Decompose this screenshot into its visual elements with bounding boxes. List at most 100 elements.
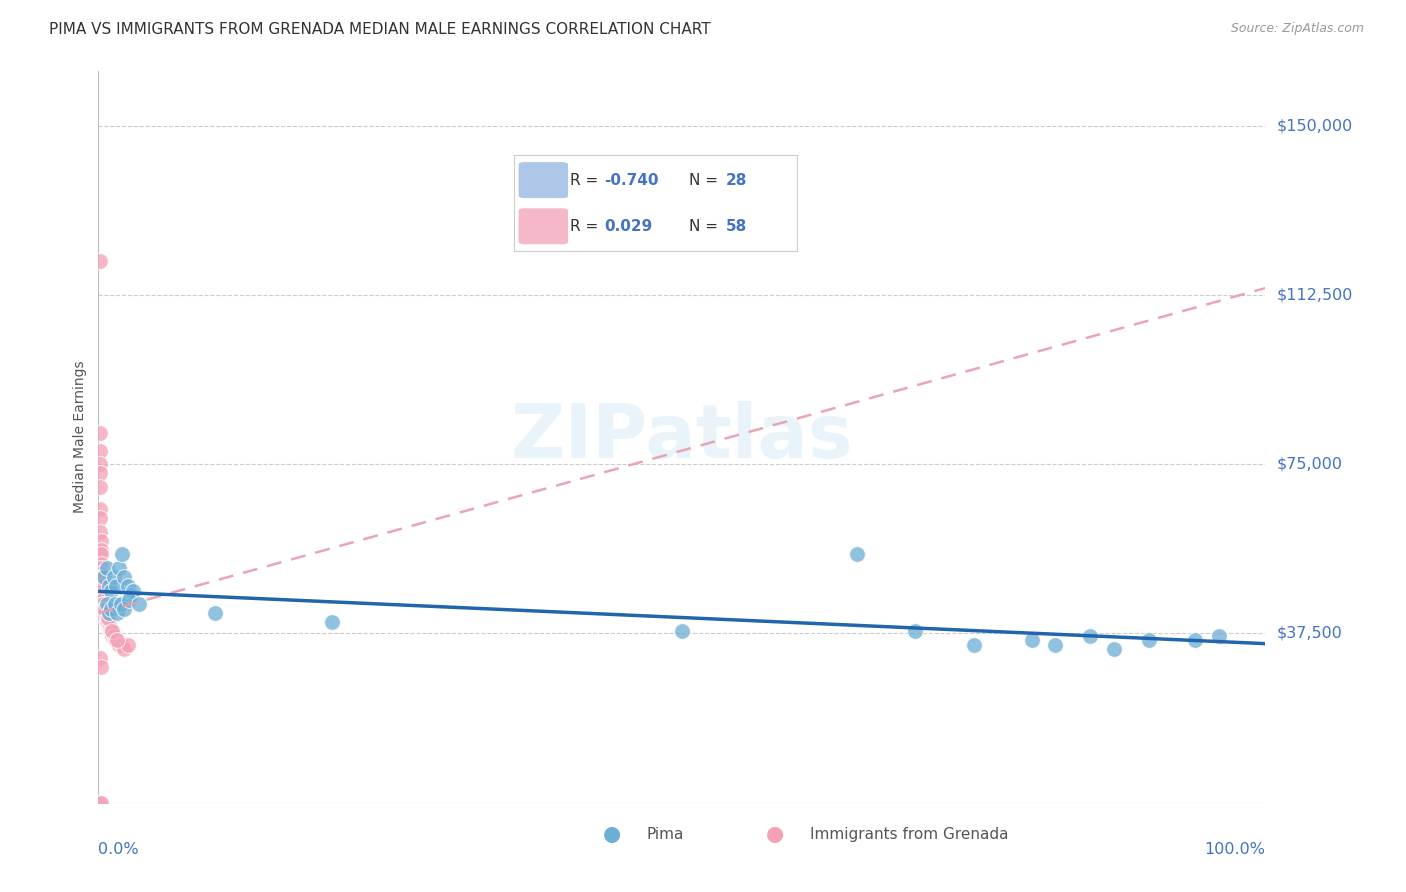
Point <box>89 443 111 458</box>
Point <box>103 629 125 643</box>
Point <box>91 597 114 611</box>
Point <box>100 583 122 598</box>
Text: $112,500: $112,500 <box>1277 287 1353 302</box>
Point <box>118 592 141 607</box>
Point <box>90 579 112 593</box>
Text: R =: R = <box>571 219 603 234</box>
Point <box>89 502 111 516</box>
Point <box>90 543 112 558</box>
Point <box>96 597 118 611</box>
Text: Source: ZipAtlas.com: Source: ZipAtlas.com <box>1230 22 1364 36</box>
Point <box>89 254 111 268</box>
Point <box>101 624 124 639</box>
Point <box>111 548 134 562</box>
Point <box>90 561 112 575</box>
Text: N =: N = <box>689 219 723 234</box>
Point <box>1021 633 1043 648</box>
Point <box>93 606 115 620</box>
Point <box>89 511 111 525</box>
Point <box>122 583 145 598</box>
Point <box>91 592 114 607</box>
Point <box>100 601 122 615</box>
Point <box>98 624 121 639</box>
Point <box>117 579 139 593</box>
Point <box>93 570 115 584</box>
Point <box>89 425 111 440</box>
Point <box>94 601 117 615</box>
Point <box>94 610 117 624</box>
Point <box>112 570 135 584</box>
Point <box>90 570 112 584</box>
Point <box>104 597 127 611</box>
Point <box>120 588 142 602</box>
Point <box>97 610 120 624</box>
Point <box>90 660 112 674</box>
Point <box>90 533 112 548</box>
Point <box>93 606 115 620</box>
Point <box>204 606 226 620</box>
Point <box>91 601 114 615</box>
Point <box>89 457 111 471</box>
Point <box>91 597 114 611</box>
Point <box>1102 642 1125 657</box>
Point <box>105 606 128 620</box>
Point <box>90 796 112 810</box>
Point <box>90 570 112 584</box>
Point <box>103 570 125 584</box>
Text: $75,000: $75,000 <box>1277 457 1343 472</box>
Point <box>117 638 139 652</box>
Point <box>1184 633 1206 648</box>
Point <box>904 624 927 639</box>
Text: ●: ● <box>603 824 620 844</box>
Point <box>90 588 112 602</box>
Point <box>104 633 127 648</box>
Text: 28: 28 <box>725 173 748 187</box>
Y-axis label: Median Male Earnings: Median Male Earnings <box>73 360 87 514</box>
Point <box>98 620 121 634</box>
Point <box>96 615 118 630</box>
Point <box>1208 629 1230 643</box>
Text: R =: R = <box>571 173 603 187</box>
Point <box>90 583 112 598</box>
Point <box>111 638 134 652</box>
Point <box>89 796 111 810</box>
Point <box>1137 633 1160 648</box>
FancyBboxPatch shape <box>519 209 568 244</box>
Point <box>89 524 111 539</box>
Point <box>112 642 135 657</box>
Point <box>90 570 112 584</box>
Point <box>105 633 128 648</box>
Point <box>90 566 112 580</box>
Text: PIMA VS IMMIGRANTS FROM GRENADA MEDIAN MALE EARNINGS CORRELATION CHART: PIMA VS IMMIGRANTS FROM GRENADA MEDIAN M… <box>49 22 711 37</box>
Point <box>112 601 135 615</box>
Text: 0.0%: 0.0% <box>98 842 139 856</box>
Point <box>104 579 127 593</box>
Point <box>321 615 343 630</box>
Point <box>104 633 127 648</box>
Text: $150,000: $150,000 <box>1277 118 1353 133</box>
Point <box>96 561 118 575</box>
Point <box>90 592 112 607</box>
Point <box>110 597 132 611</box>
Point <box>90 588 112 602</box>
Point <box>93 601 115 615</box>
Text: Pima: Pima <box>647 827 685 841</box>
Point <box>94 606 117 620</box>
Text: ZIPatlas: ZIPatlas <box>510 401 853 474</box>
Point <box>97 606 120 620</box>
Text: ●: ● <box>766 824 785 844</box>
Text: Immigrants from Grenada: Immigrants from Grenada <box>810 827 1008 841</box>
Point <box>97 579 120 593</box>
Text: 0.029: 0.029 <box>605 219 652 234</box>
Point <box>1080 629 1102 643</box>
Text: -0.740: -0.740 <box>605 173 658 187</box>
Point <box>962 638 984 652</box>
Point <box>1045 638 1067 652</box>
FancyBboxPatch shape <box>519 163 568 197</box>
Point <box>100 624 122 639</box>
Point <box>108 561 131 575</box>
Point <box>89 651 111 665</box>
Point <box>128 597 150 611</box>
Point <box>89 480 111 494</box>
Point <box>97 615 120 630</box>
